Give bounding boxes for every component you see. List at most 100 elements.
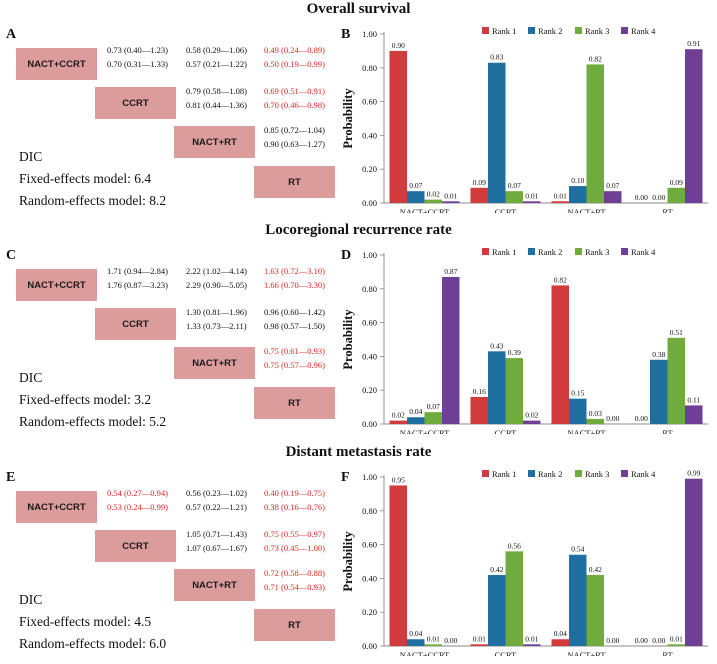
random-estimate: 0.90 (0.63—1.27) xyxy=(264,139,325,149)
bar xyxy=(685,405,703,424)
bar xyxy=(569,186,587,203)
y-tick-label: 0.20 xyxy=(362,607,377,617)
treatment-box: NACT+RT xyxy=(174,126,255,158)
legend-swatch xyxy=(482,248,489,255)
bar-value-label: 0.56 xyxy=(508,541,521,550)
bar-value-label: 0.15 xyxy=(571,389,584,398)
bar-value-label: 0.02 xyxy=(525,411,538,420)
fixed-estimate: 0.54 (0.27—0.94) xyxy=(107,488,168,498)
y-tick-label: 0.80 xyxy=(362,506,377,516)
y-tick-label: 1.00 xyxy=(362,472,377,482)
bar xyxy=(667,187,685,203)
bar-value-label: 0.01 xyxy=(670,634,683,643)
bar xyxy=(389,420,407,424)
bar-value-label: 0.01 xyxy=(525,634,538,643)
fixed-estimate: 0.58 (0.29—1.06) xyxy=(186,45,247,55)
legend-label: Rank 3 xyxy=(585,26,609,36)
random-estimate: 2.29 (0.90—5.05) xyxy=(186,280,247,290)
bar-value-label: 0.16 xyxy=(473,387,486,396)
y-tick-label: 0.80 xyxy=(362,284,377,294)
bar-value-label: 0.00 xyxy=(635,636,648,645)
legend-label: Rank 1 xyxy=(492,469,516,479)
bar-value-label: 0.01 xyxy=(444,191,457,200)
league-cell: 0.73 (0.40—1.23) 0.70 (0.31—1.33) xyxy=(107,43,191,71)
legend-swatch xyxy=(575,248,582,255)
legend-label: Rank 2 xyxy=(538,247,562,257)
fixed-estimate: 0.56 (0.23—1.02) xyxy=(186,488,247,498)
y-tick-label: 1.00 xyxy=(362,29,377,39)
legend-label: Rank 1 xyxy=(492,26,516,36)
fixed-estimate: 0.75 (0.55—0.97) xyxy=(264,529,325,539)
fixed-estimate: 0.79 (0.58—1.08) xyxy=(186,86,247,96)
random-estimate: 0.75 (0.57—0.96) xyxy=(264,360,325,370)
legend-label: Rank 4 xyxy=(631,247,656,257)
legend-label: Rank 2 xyxy=(538,469,562,479)
random-estimate: 0.50 (0.19—0.99) xyxy=(264,59,325,69)
fixed-estimate: 0.75 (0.61—0.93) xyxy=(264,346,325,356)
legend-label: Rank 1 xyxy=(492,247,516,257)
bar-value-label: 0.11 xyxy=(687,395,700,404)
dic-fixed: Fixed-effects model: 3.2 xyxy=(19,392,152,407)
fixed-estimate: 0.69 (0.51—0.91) xyxy=(264,86,325,96)
panel-letter: D xyxy=(341,248,352,263)
y-tick-label: 0.60 xyxy=(362,540,377,550)
bar xyxy=(569,398,587,424)
y-tick-label: 0.60 xyxy=(362,97,377,107)
treatment-box: NACT+CCRT xyxy=(16,491,97,523)
bar xyxy=(442,276,460,424)
fixed-estimate: 1.63 (0.72—3.10) xyxy=(264,266,325,276)
bar xyxy=(667,644,685,646)
league-cell: 1.05 (0.71—1.43) 1.07 (0.67—1.67) xyxy=(186,527,270,555)
bar-value-label: 0.04 xyxy=(409,407,422,416)
bar-value-label: 0.43 xyxy=(490,341,503,350)
legend-swatch xyxy=(528,248,535,255)
y-tick-label: 0.20 xyxy=(362,164,377,174)
legend-label: Rank 3 xyxy=(585,247,609,257)
y-tick-label: 0.00 xyxy=(362,198,377,208)
treatment-box: CCRT xyxy=(95,530,176,562)
league-cell: 1.71 (0.94—2.84) 1.76 (0.87—3.23) xyxy=(107,264,191,292)
ranking-chart: Probability 0.00 0.20 0.40 0.60 0.80 1.00 Rank … xyxy=(341,26,708,213)
dic-label: DIC xyxy=(19,149,43,164)
bar-value-label: 0.00 xyxy=(635,193,648,202)
legend-swatch xyxy=(621,27,628,34)
legend-label: Rank 4 xyxy=(631,469,656,479)
x-tick-label: NACT+CCRT xyxy=(400,650,450,656)
random-estimate: 1.33 (0.73—2.11) xyxy=(186,321,247,331)
dic-fixed: Fixed-effects model: 4.5 xyxy=(19,614,152,629)
panel-letter: A xyxy=(6,27,17,42)
legend-label: Rank 2 xyxy=(538,26,562,36)
dic-random: Random-effects model: 6.0 xyxy=(19,636,167,651)
treatment-box: NACT+CCRT xyxy=(16,269,97,301)
section-title: Locoregional recurrence rate xyxy=(265,222,452,238)
bar-value-label: 0.82 xyxy=(589,54,602,63)
random-estimate: 0.57 (0.22—1.21) xyxy=(186,502,247,512)
panel-letter: F xyxy=(341,470,350,485)
random-estimate: 0.73 (0.45—1.00) xyxy=(264,543,325,553)
bar xyxy=(685,49,703,204)
fixed-estimate: 0.73 (0.40—1.23) xyxy=(107,45,168,55)
bar xyxy=(523,644,541,646)
bar xyxy=(505,191,523,203)
x-tick-label: CCRT xyxy=(495,428,517,434)
league-cell: 1.30 (0.81—1.96) 1.33 (0.73—2.11) xyxy=(186,305,270,333)
league-table: NACT+CCRT CCRT NACT+RT RT 0.73 (0.40—1.2… xyxy=(0,0,340,213)
fixed-estimate: 1.71 (0.94—2.84) xyxy=(107,266,168,276)
bar xyxy=(389,485,407,646)
bar xyxy=(551,201,569,203)
league-cell: 0.69 (0.51—0.91) 0.70 (0.46—0.98) xyxy=(264,84,348,112)
bar-value-label: 0.00 xyxy=(606,414,619,423)
bar-value-label: 0.07 xyxy=(427,402,440,411)
legend-swatch xyxy=(621,470,628,477)
bar-value-label: 0.07 xyxy=(409,181,422,190)
y-axis-label: Probability xyxy=(341,88,355,149)
x-tick-label: CCRT xyxy=(495,207,517,213)
bar-value-label: 0.99 xyxy=(687,469,700,478)
bar-value-label: 0.83 xyxy=(490,53,503,62)
fixed-estimate: 0.49 (0.24—0.89) xyxy=(264,45,325,55)
treatment-box: NACT+RT xyxy=(174,347,255,379)
bar-value-label: 0.82 xyxy=(554,275,567,284)
bar-value-label: 0.39 xyxy=(508,348,521,357)
bar xyxy=(586,64,604,203)
x-tick-label: RT xyxy=(662,207,673,213)
